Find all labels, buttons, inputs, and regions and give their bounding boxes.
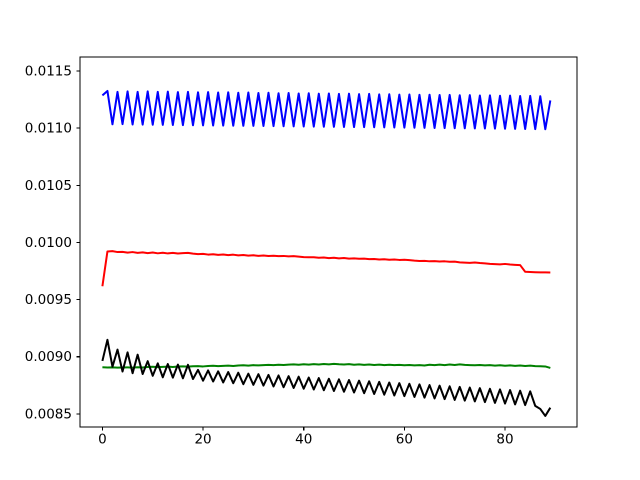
axes-spines	[79, 56, 578, 428]
black-series	[101, 338, 552, 417]
y-tick-label: 0.0115	[25, 64, 72, 80]
data-series-group	[101, 89, 552, 417]
x-tick-label: 80	[496, 432, 513, 448]
x-tick-label: 60	[396, 432, 413, 448]
y-tick-label: 0.0105	[25, 178, 72, 194]
y-tick-label: 0.0085	[25, 406, 72, 422]
y-tick-label: 0.0100	[25, 235, 72, 251]
red-series	[101, 250, 551, 287]
x-tick-label: 0	[98, 432, 107, 448]
x-axis-ticks: 0 20 40 60 80	[98, 427, 514, 448]
x-tick-label: 20	[194, 432, 211, 448]
y-tick-label: 0.0110	[25, 121, 72, 137]
y-tick-label: 0.0095	[25, 292, 72, 308]
x-tick-label: 40	[295, 432, 312, 448]
y-tick-label: 0.0090	[25, 349, 72, 365]
y-axis-ticks: 0.0085 0.0090 0.0095 0.0100 0.0105 0.0110 0.01…	[25, 64, 80, 422]
blue-series	[101, 89, 552, 131]
